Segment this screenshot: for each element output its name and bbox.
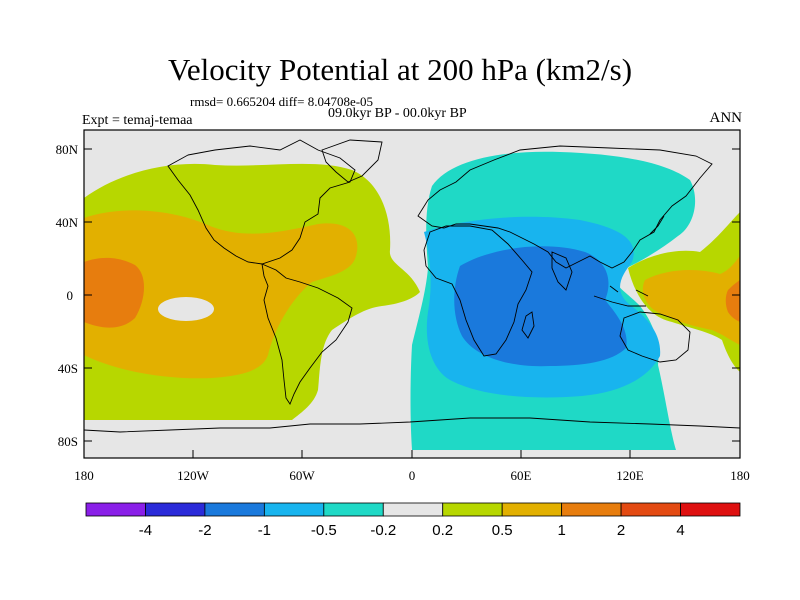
japan-coast (649, 215, 665, 235)
colorbar (85, 502, 741, 517)
colorbar-label: 1 (557, 522, 565, 539)
colorbar-swatch (680, 502, 741, 517)
colorbar-label: -0.5 (311, 522, 337, 539)
lat-label-80s: 80S (58, 434, 78, 449)
colorbar-label: -2 (198, 522, 211, 539)
neutral-hole (158, 297, 214, 321)
contour-fill-layer (84, 130, 740, 458)
colorbar-swatch (561, 502, 622, 517)
colorbar-label: -1 (258, 522, 271, 539)
lon-label-0: 0 (409, 468, 416, 483)
australia-coast (619, 311, 691, 363)
lon-label-120w: 120W (177, 468, 210, 483)
map-title: Velocity Potential at 200 hPa (km2/s) (167, 52, 633, 87)
colorbar-label: 2 (617, 522, 625, 539)
stats-subtitle: rmsd= 0.665204 diff= 8.04708e-05 (190, 94, 374, 109)
indonesia-coast (593, 285, 649, 307)
colorbar-label: -0.2 (370, 522, 396, 539)
india-coast (551, 251, 573, 291)
coastlines (84, 139, 740, 433)
colorbar-swatch (145, 502, 206, 517)
season-label: ANN (709, 110, 743, 126)
colorbar-label: 0.2 (432, 522, 453, 539)
colorbar-swatch (442, 502, 503, 517)
lat-label-0: 0 (67, 288, 74, 303)
africa-coast (423, 225, 533, 357)
eurasia-coast (417, 145, 713, 269)
north-america-coast (167, 139, 356, 265)
antarctica-coast (84, 417, 740, 433)
lat-label-40n: 40N (56, 215, 79, 230)
lon-label-120e: 120E (616, 468, 644, 483)
colorbar-label: 4 (676, 522, 684, 539)
period-subtitle: 09.0kyr BP - 00.0kyr BP (328, 106, 467, 121)
colorbar-swatch (620, 502, 681, 517)
longitude-axis (83, 450, 741, 458)
madagascar-coast (521, 311, 535, 339)
south-america-coast (261, 263, 353, 405)
experiment-label: Expt = temaj-temaa (82, 113, 193, 128)
colorbar-labels: -4 -2 -1 -0.5 -0.2 0.2 0.5 1 2 4 (139, 522, 685, 539)
colorbar-swatch (382, 502, 444, 517)
lon-label-60w: 60W (289, 468, 315, 483)
colorbar-swatch (204, 502, 265, 517)
negative-region-high (454, 246, 627, 367)
lon-label-180w: 180 (74, 468, 94, 483)
lon-label-60e: 60E (511, 468, 532, 483)
colorbar-swatch (85, 502, 146, 517)
greenland-coast (321, 139, 383, 183)
wpac-positive-mid (642, 256, 740, 345)
colorbar-swatch (501, 502, 563, 517)
lat-label-40s: 40S (58, 361, 78, 376)
lon-label-180e: 180 (730, 468, 750, 483)
colorbar-label: 0.5 (492, 522, 513, 539)
positive-region-high (84, 257, 145, 328)
lat-label-80n: 80N (56, 142, 79, 157)
latitude-axis (84, 148, 740, 442)
colorbar-swatch (323, 502, 384, 517)
wpac-positive-high (725, 280, 740, 322)
colorbar-label: -4 (139, 522, 152, 539)
colorbar-swatch (263, 502, 325, 517)
